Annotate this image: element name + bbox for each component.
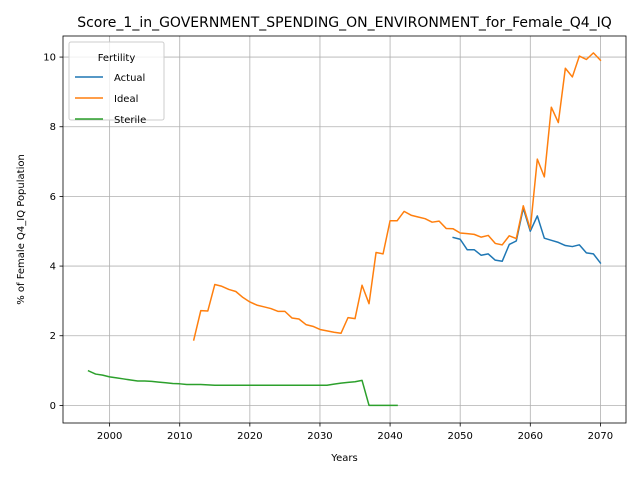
chart-title: Score_1_in_GOVERNMENT_SPENDING_ON_ENVIRO… (77, 15, 612, 31)
grid-lines (63, 36, 626, 423)
legend-label-actual: Actual (114, 73, 145, 84)
y-tick-label: 4 (50, 262, 56, 273)
legend-title: Fertility (98, 53, 136, 64)
x-axis-ticks: 2000 2010 2020 2030 2040 2050 2060 2070 (97, 423, 613, 442)
legend-items: Actual Ideal Sterile (75, 73, 146, 126)
y-tick-label: 10 (43, 53, 56, 64)
y-tick-label: 0 (50, 401, 56, 412)
series-line-sterile (87, 369, 398, 407)
y-tick-label: 6 (50, 192, 56, 203)
x-tick-label: 2030 (307, 431, 332, 442)
legend: Fertility Actual Ideal Sterile (68, 41, 165, 126)
series-line-ideal (192, 52, 602, 341)
series-lines (87, 52, 602, 407)
x-tick-label: 2040 (377, 431, 402, 442)
y-axis-ticks: 0 2 4 6 8 10 (43, 53, 63, 412)
x-tick-label: 2020 (237, 431, 262, 442)
y-tick-label: 2 (50, 331, 56, 342)
x-tick-label: 2000 (97, 431, 122, 442)
x-tick-label: 2070 (588, 431, 613, 442)
plot-frame (62, 35, 627, 424)
x-axis-label: Years (330, 453, 357, 464)
x-tick-label: 2010 (167, 431, 192, 442)
y-tick-label: 8 (50, 122, 56, 133)
x-tick-label: 2060 (518, 431, 543, 442)
legend-label-ideal: Ideal (114, 94, 138, 105)
y-axis-label: % of Female Q4_IQ Population (16, 154, 27, 305)
legend-label-sterile: Sterile (114, 115, 146, 126)
legend-box (68, 41, 165, 121)
x-tick-label: 2050 (447, 431, 472, 442)
